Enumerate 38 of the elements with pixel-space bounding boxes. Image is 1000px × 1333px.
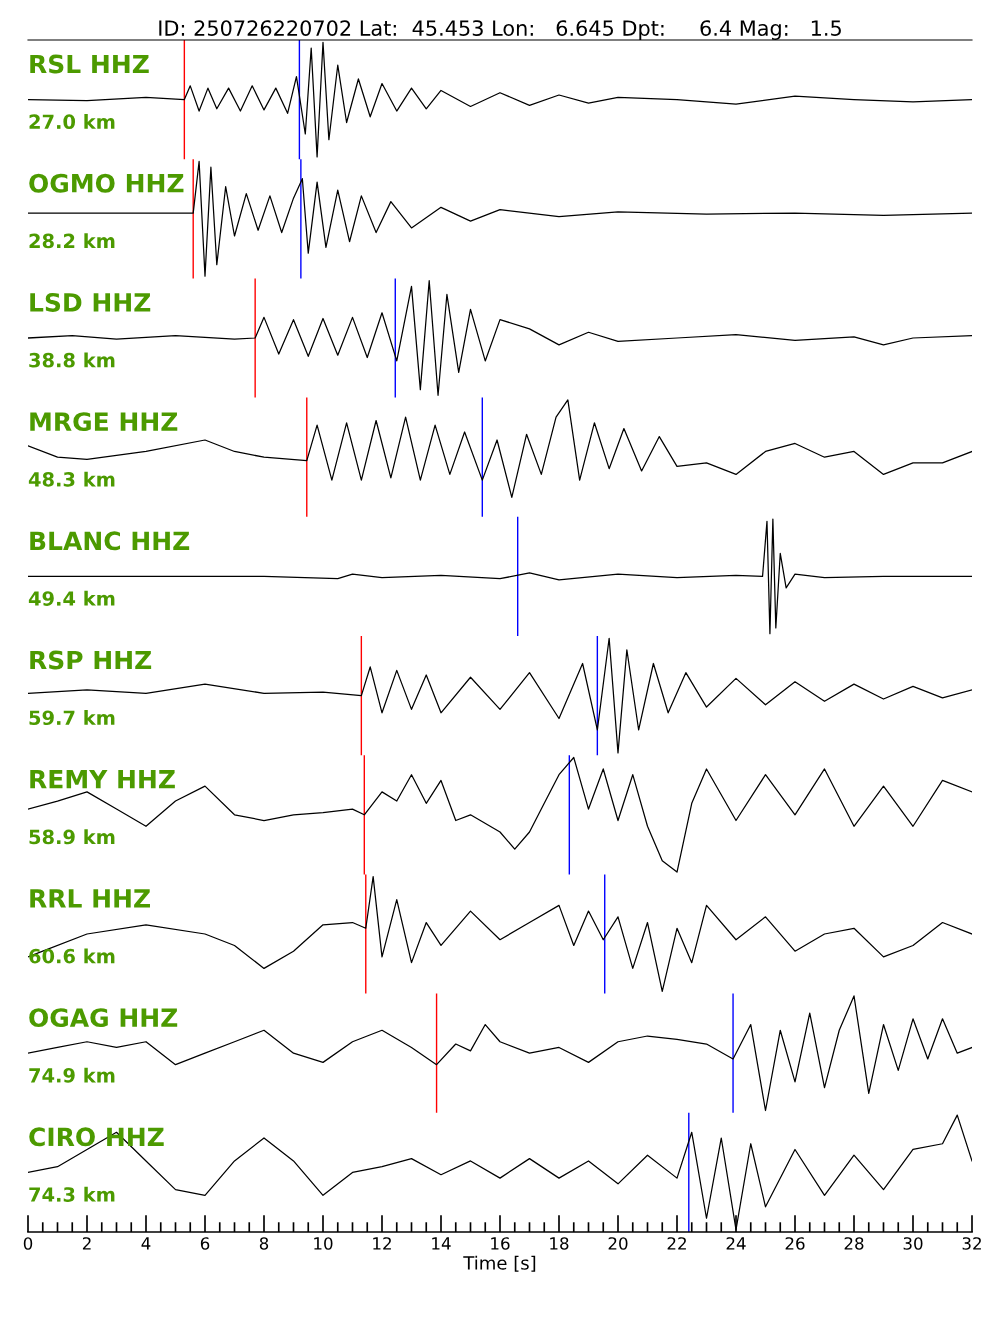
x-tick-label: 30 [903,1237,923,1250]
x-tick-label: 16 [491,1237,510,1250]
x-tick-label: 8 [259,1237,269,1250]
annotation: 38.8 km [29,352,115,368]
annotation: RSL HHZ [30,54,149,74]
x-tick-label: 12 [373,1237,391,1250]
annotation: 49.4 km [28,590,115,606]
annotation: 58.9 km [29,829,115,845]
x-tick-label: 10 [314,1237,333,1250]
x-tick-label: 24 [726,1237,746,1250]
x-axis-title: Time [s] [463,1255,536,1272]
annotation: RRL HHZ [30,889,150,908]
x-tick-label: 26 [785,1237,805,1250]
annotation: RSP HHZ [30,650,152,670]
annotation: 59.7 km [29,710,115,726]
x-tick-label: 18 [550,1237,569,1250]
annotation: 28.2 km [29,233,115,249]
x-tick-label: 28 [844,1237,864,1250]
x-tick-label: 20 [608,1237,628,1250]
x-tick-label: 32 [962,1237,981,1250]
chart-title: ID: 250726220702 Lat: 45.453 Lon: 6.645 Dpt: 6.4 Mag: 1.5 [159,20,841,40]
annotation: OGMO HHZ [29,173,184,193]
annotation: 74.3 km [29,1186,115,1202]
x-tick-label: 14 [432,1237,451,1250]
x-tick-label: 6 [200,1237,210,1250]
annotation: REMY HHZ [30,770,175,789]
x-tick-label: 22 [667,1237,686,1250]
annotation: 74.9 km [29,1067,115,1083]
x-tick-label: 4 [141,1237,151,1250]
annotation: OGAG HHZ [29,1008,178,1028]
annotation: MRGE HHZ [30,412,178,432]
annotation: LSD HHZ [30,292,151,312]
annotation: 48.3 km [28,471,115,487]
annotation: BLANC HHZ [30,531,190,551]
annotation: 27.0 km [29,114,115,130]
annotation: 60.6 km [29,948,115,964]
x-tick-label: 0 [23,1237,33,1250]
x-tick-label: 2 [82,1237,91,1250]
